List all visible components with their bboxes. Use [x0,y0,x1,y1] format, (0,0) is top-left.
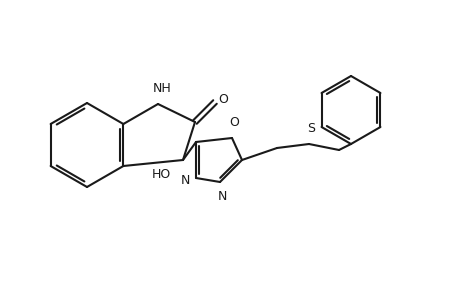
Text: O: O [229,116,238,129]
Text: NH: NH [152,82,171,95]
Text: N: N [217,190,226,203]
Text: S: S [306,122,314,135]
Text: N: N [180,173,190,187]
Text: O: O [218,92,228,106]
Text: HO: HO [151,167,170,181]
